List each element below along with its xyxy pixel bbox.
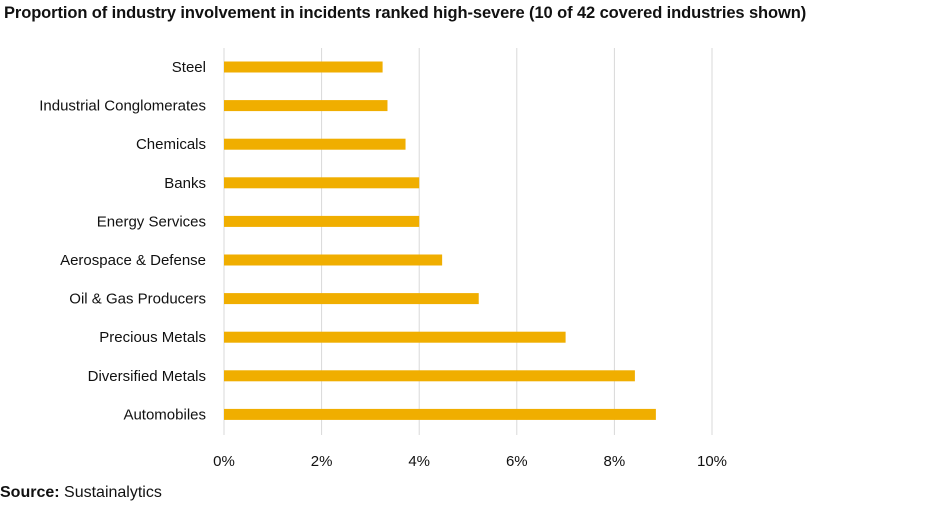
category-label-8: Diversified Metals [88, 368, 206, 385]
category-label-5: Aerospace & Defense [60, 252, 206, 269]
source-value: Sustainalytics [59, 484, 162, 501]
bar-0 [224, 61, 383, 73]
bar-chart: Steel Industrial Conglomerates Chemicals Ba… [39, 48, 727, 470]
bar-2 [224, 138, 406, 150]
x-tick-label-3: 6% [506, 453, 528, 470]
chart-title: Proportion of industry involvement in in… [4, 4, 807, 22]
x-tick-label-2: 4% [408, 453, 430, 470]
x-tick-label-4: 8% [604, 453, 626, 470]
category-label-1: Industrial Conglomerates [39, 98, 206, 115]
source-note: Source: Sustainalytics [0, 484, 162, 502]
category-label-3: Banks [164, 175, 206, 192]
source-label: Source: [0, 484, 60, 501]
bar-6 [224, 293, 479, 305]
bar-3 [224, 177, 420, 189]
category-label-2: Chemicals [136, 136, 206, 153]
category-label-0: Steel [172, 59, 206, 76]
x-tick-label-5: 10% [697, 453, 727, 470]
category-label-6: Oil & Gas Producers [69, 291, 206, 308]
x-tick-label-0: 0% [213, 453, 235, 470]
bar-7 [224, 331, 566, 343]
bar-4 [224, 215, 420, 227]
bar-5 [224, 254, 443, 266]
category-label-4: Energy Services [97, 213, 206, 230]
bar-8 [224, 370, 635, 382]
x-tick-label-1: 2% [311, 453, 333, 470]
bar-9 [224, 408, 656, 420]
category-label-9: Automobiles [123, 406, 206, 423]
category-label-7: Precious Metals [99, 329, 206, 346]
bar-1 [224, 100, 388, 112]
